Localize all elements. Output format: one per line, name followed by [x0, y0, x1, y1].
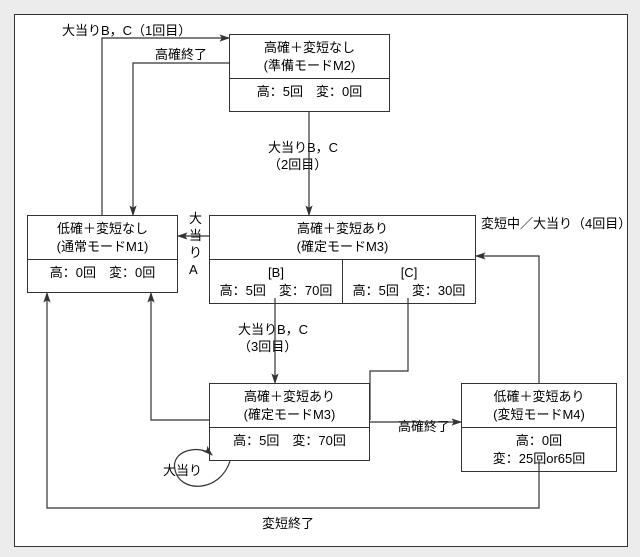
- edge-m3b-to-m1: [151, 293, 209, 420]
- edge-m2-to-m1: [133, 63, 229, 215]
- edges-layer: [0, 0, 640, 557]
- edge-m4-to-m1: [47, 293, 539, 508]
- edge-m3a-right-to-m3b: [370, 298, 408, 420]
- edge-m4-to-m3a: [476, 256, 539, 383]
- edge-m1-to-m2: [102, 38, 229, 215]
- edge-selfloop: [174, 450, 230, 487]
